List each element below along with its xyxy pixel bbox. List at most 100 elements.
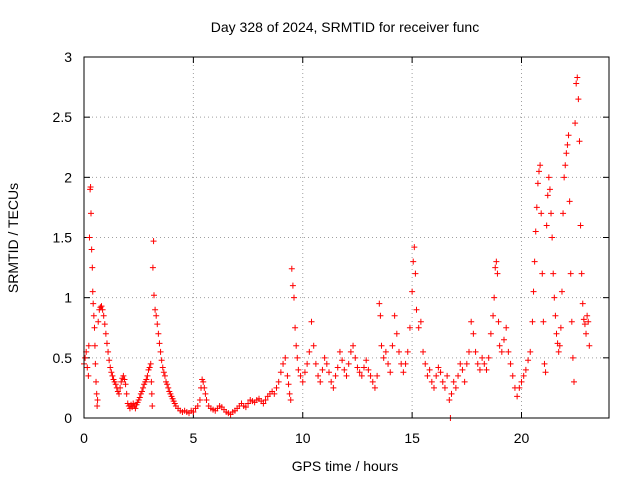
data-point [94, 396, 101, 403]
data-point [567, 270, 574, 277]
data-point [356, 369, 363, 376]
data-point [89, 264, 96, 271]
data-point [424, 372, 431, 379]
y-tick-label: 2 [64, 169, 72, 185]
data-point [107, 364, 114, 371]
data-point [317, 378, 324, 385]
data-point [321, 354, 328, 361]
data-point [138, 388, 145, 395]
data-point [530, 288, 537, 295]
data-point [552, 312, 559, 319]
data-point [85, 342, 92, 349]
data-point [165, 384, 172, 391]
data-point [448, 390, 455, 397]
data-point [380, 354, 387, 361]
data-point [525, 357, 532, 364]
data-point [542, 369, 549, 376]
data-point [400, 369, 407, 376]
data-point [574, 74, 581, 81]
data-point [323, 360, 330, 367]
data-point [571, 378, 577, 385]
data-point [495, 318, 502, 325]
data-point [579, 300, 586, 307]
data-point [548, 210, 555, 217]
data-point [541, 360, 548, 367]
data-point [91, 324, 98, 331]
data-point [412, 270, 419, 277]
data-point [575, 96, 582, 103]
data-point [472, 348, 479, 355]
data-point [441, 384, 448, 391]
data-point [200, 378, 207, 385]
data-point [304, 360, 311, 367]
data-point [146, 364, 153, 371]
data-point [100, 312, 107, 319]
data-point [387, 369, 394, 376]
data-point [406, 324, 413, 331]
data-point [539, 270, 546, 277]
data-point [151, 292, 157, 299]
data-point [102, 330, 109, 337]
data-point [202, 390, 209, 397]
data-point [377, 312, 384, 319]
data-point [282, 354, 289, 361]
y-tick-label: 0.5 [53, 350, 73, 366]
data-point [288, 265, 295, 272]
data-point [352, 354, 359, 361]
data-point [101, 321, 108, 328]
data-point [435, 364, 442, 371]
data-point [294, 354, 301, 361]
plot-frame [83, 56, 610, 419]
data-point [245, 400, 252, 407]
data-point [474, 360, 481, 367]
data-point [457, 360, 464, 367]
data-point [439, 378, 446, 385]
data-point [260, 400, 267, 407]
data-point [287, 396, 294, 403]
data-point [98, 303, 105, 310]
data-point [347, 348, 354, 355]
data-point [336, 348, 343, 355]
data-point [468, 318, 475, 325]
data-point [132, 405, 139, 412]
x-tick-label: 15 [404, 430, 420, 446]
data-point [118, 378, 125, 385]
x-tick-label: 10 [295, 430, 311, 446]
data-point [490, 312, 497, 319]
data-point [306, 348, 313, 355]
data-point [319, 366, 326, 373]
data-point [411, 244, 418, 251]
data-point [417, 318, 424, 325]
data-point [563, 150, 570, 157]
data-point [330, 384, 337, 391]
data-point [573, 80, 580, 87]
data-point [557, 324, 564, 331]
data-point [284, 372, 291, 379]
data-point [105, 348, 112, 355]
data-point [86, 234, 93, 241]
data-point [196, 396, 203, 403]
x-tick-label: 0 [80, 430, 88, 446]
data-point [503, 324, 510, 331]
grid-lines [84, 57, 609, 418]
data-point [109, 372, 116, 379]
data-point [396, 348, 402, 355]
data-point [522, 366, 529, 373]
data-point [402, 360, 409, 367]
data-point [190, 408, 197, 415]
data-points [81, 74, 593, 421]
data-point [262, 396, 269, 403]
data-point [164, 381, 171, 388]
data-point [450, 378, 457, 385]
data-point [583, 330, 590, 337]
chart-title: Day 328 of 2024, SRMTID for receiver fun… [211, 19, 479, 35]
data-point [152, 306, 159, 313]
data-point [572, 120, 579, 127]
data-point [459, 366, 466, 373]
y-tick-label: 0 [64, 410, 72, 426]
data-point [365, 366, 372, 373]
data-point [538, 210, 545, 217]
data-point [292, 324, 299, 331]
data-point [527, 348, 534, 355]
